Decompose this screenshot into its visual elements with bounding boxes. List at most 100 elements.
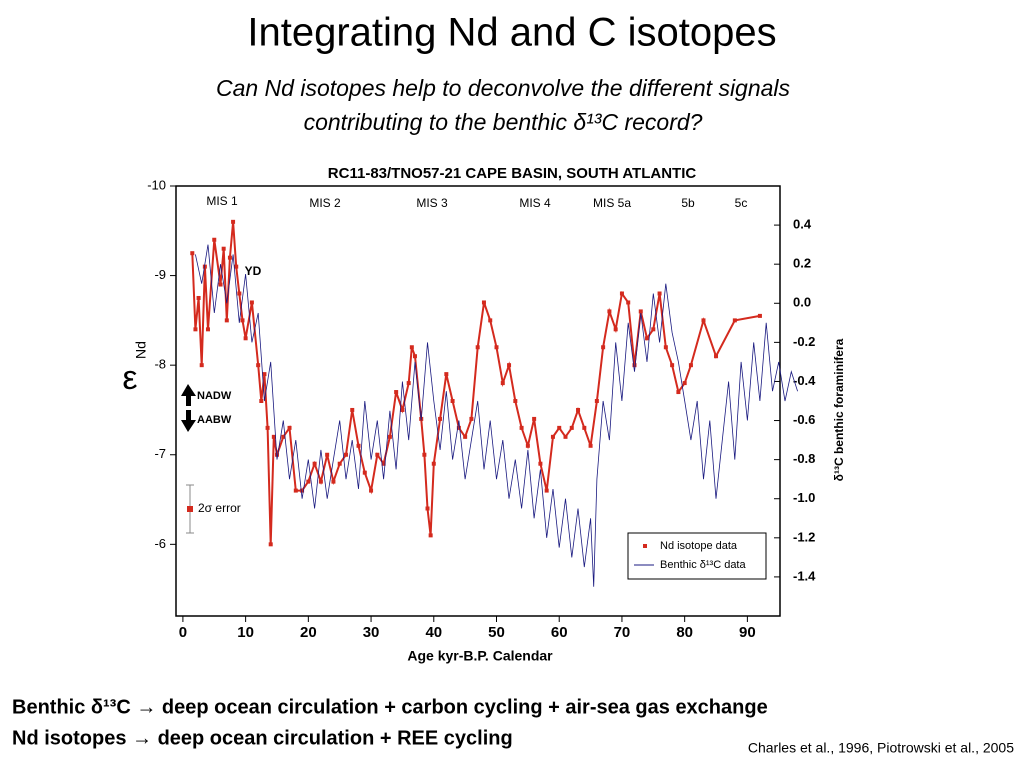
series-line — [195, 244, 798, 587]
point — [199, 363, 204, 368]
point — [601, 345, 606, 350]
x-tick-label: 20 — [300, 624, 317, 641]
x-axis-label: Age kyr-B.P. Calendar — [407, 648, 553, 664]
annotation: MIS 5a — [593, 196, 631, 210]
x-tick-label: 40 — [425, 624, 442, 641]
point — [607, 309, 612, 314]
annotation: YD — [245, 264, 262, 278]
x-tick-label: 0 — [179, 624, 187, 641]
y-tick-label: -7 — [154, 446, 166, 461]
point — [475, 345, 480, 350]
point — [300, 488, 305, 493]
point — [588, 443, 593, 448]
y2-tick-label: 0.0 — [793, 295, 811, 310]
point — [193, 327, 198, 332]
annotation: MIS 1 — [206, 194, 238, 208]
point — [619, 291, 624, 296]
point — [494, 345, 499, 350]
point — [550, 434, 555, 439]
point — [231, 219, 236, 224]
slide-title: Integrating Nd and C isotopes — [247, 11, 776, 55]
y-tick-label: -9 — [154, 267, 166, 282]
point — [488, 318, 493, 323]
point — [670, 363, 675, 368]
arrow-up — [181, 384, 196, 406]
point — [262, 372, 267, 377]
point — [249, 300, 254, 305]
point — [714, 354, 719, 359]
point — [240, 318, 245, 323]
annotation: NADW — [197, 390, 232, 402]
plot-frame — [175, 185, 781, 617]
y2-tick-label: -0.8 — [793, 451, 815, 466]
point — [450, 399, 455, 403]
point — [638, 309, 643, 314]
point — [469, 416, 474, 421]
point — [287, 425, 292, 430]
x-tick-label: 60 — [551, 624, 568, 641]
point — [538, 461, 543, 466]
point — [337, 461, 342, 466]
y-tick-label: -8 — [154, 357, 166, 372]
error-point — [187, 506, 193, 512]
point — [431, 461, 436, 466]
point — [444, 372, 449, 377]
point — [757, 313, 762, 318]
annotation: 2σ error — [198, 501, 241, 515]
point — [463, 434, 468, 439]
point — [582, 425, 587, 430]
point — [400, 407, 405, 412]
point — [212, 237, 217, 242]
point — [425, 506, 430, 511]
point — [381, 461, 386, 466]
point — [676, 390, 681, 395]
point — [569, 425, 574, 430]
point — [350, 407, 355, 412]
point — [701, 318, 706, 323]
y2-axis-label: δ¹³C benthic foraminifera — [832, 338, 846, 481]
y-axis-label: ε — [122, 359, 137, 397]
point — [281, 434, 286, 439]
point — [500, 381, 505, 386]
point — [632, 363, 637, 368]
legend — [627, 532, 767, 580]
point — [293, 488, 298, 493]
note: Nd isotopes → deep ocean circulation + R… — [12, 727, 513, 749]
point — [331, 479, 336, 484]
point — [412, 354, 417, 359]
point — [422, 452, 427, 457]
y2-tick-label: 0.2 — [793, 256, 811, 271]
point — [456, 425, 461, 430]
y2-tick-label: -0.2 — [793, 334, 815, 349]
point — [369, 488, 374, 493]
note: Benthic δ¹³C → deep ocean circulation + … — [12, 696, 768, 718]
point — [312, 461, 317, 466]
point — [362, 470, 367, 475]
point — [356, 443, 361, 448]
point — [651, 327, 656, 332]
point — [259, 399, 264, 403]
subtitle: contributing to the benthic δ¹³C record? — [304, 109, 703, 135]
y2-tick-label: -1.2 — [793, 529, 815, 544]
x-tick-label: 90 — [739, 624, 756, 641]
annotation: MIS 4 — [519, 196, 551, 210]
point — [268, 542, 273, 547]
point — [645, 336, 650, 341]
point — [525, 443, 530, 448]
legend-label: Benthic δ¹³C data — [660, 559, 746, 571]
legend-label: Nd isotope data — [660, 540, 738, 552]
annotation: AABW — [197, 414, 232, 426]
point — [406, 381, 411, 386]
y2-tick-label: -0.6 — [793, 412, 815, 427]
point — [387, 434, 392, 439]
point — [325, 452, 330, 457]
arrow-down — [181, 410, 196, 432]
y2-tick-label: 0.4 — [793, 217, 812, 232]
point — [234, 264, 239, 269]
point — [196, 295, 201, 300]
y2-tick-label: -1.0 — [793, 490, 815, 505]
point — [732, 318, 737, 323]
point — [688, 363, 693, 368]
annotation: MIS 3 — [416, 196, 448, 210]
point — [256, 363, 261, 368]
